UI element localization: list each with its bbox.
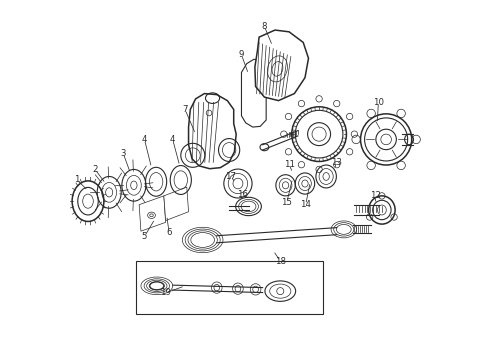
- Text: 16: 16: [237, 190, 247, 199]
- Polygon shape: [139, 196, 166, 231]
- Text: 12: 12: [370, 192, 381, 201]
- Text: 1: 1: [74, 175, 80, 184]
- Text: 17: 17: [225, 172, 236, 181]
- Polygon shape: [242, 59, 266, 127]
- Text: 2: 2: [92, 165, 98, 174]
- Polygon shape: [255, 30, 309, 100]
- Polygon shape: [164, 187, 189, 221]
- Text: 11: 11: [284, 159, 294, 168]
- Text: 7: 7: [182, 105, 188, 114]
- Polygon shape: [189, 94, 236, 169]
- Text: 13: 13: [331, 158, 342, 167]
- Text: 8: 8: [262, 22, 267, 31]
- Polygon shape: [136, 261, 322, 314]
- Text: 6: 6: [167, 228, 172, 238]
- Text: 9: 9: [239, 50, 244, 59]
- Text: 3: 3: [121, 149, 126, 158]
- Text: 4: 4: [170, 135, 175, 144]
- Text: 10: 10: [373, 98, 384, 107]
- Text: 15: 15: [281, 198, 292, 207]
- Text: 19: 19: [160, 288, 171, 297]
- Text: 14: 14: [300, 200, 311, 209]
- Text: 18: 18: [275, 257, 286, 266]
- Text: 5: 5: [142, 232, 147, 241]
- Text: 4: 4: [142, 135, 147, 144]
